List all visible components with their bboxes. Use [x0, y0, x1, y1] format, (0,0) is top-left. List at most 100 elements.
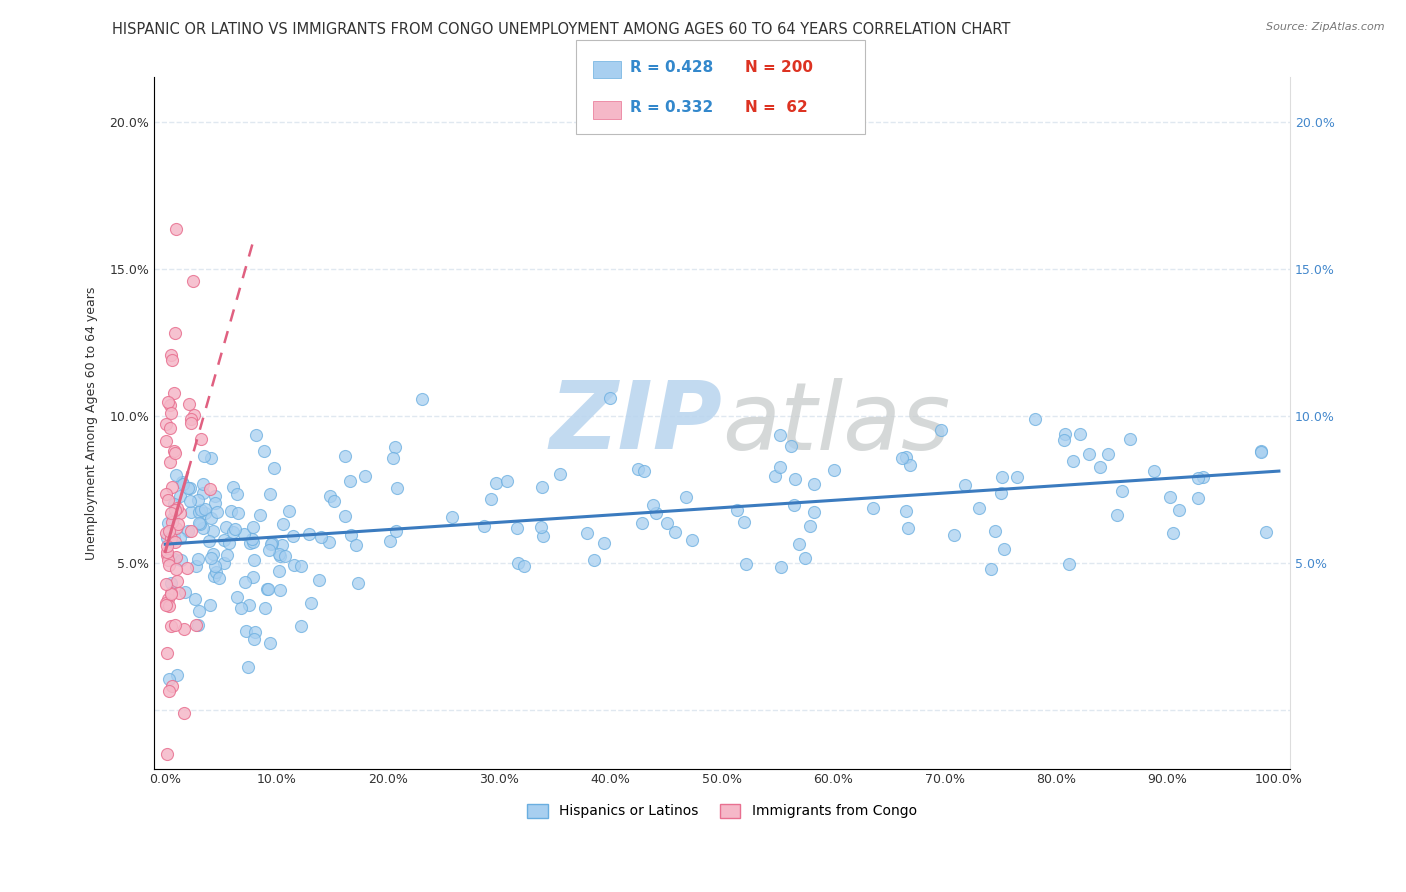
Point: [733, 515, 755, 529]
Point: [217, 549, 239, 563]
Point: [188, 604, 211, 618]
Point: [163, 498, 186, 512]
Point: [212, 556, 235, 570]
Point: [172, 476, 194, 491]
Text: atlas: atlas: [723, 377, 950, 468]
Point: [173, 622, 195, 636]
Point: [245, 427, 267, 442]
Point: [943, 528, 966, 542]
Point: [204, 495, 226, 509]
Point: [188, 517, 211, 532]
Point: [644, 507, 666, 521]
Point: [1167, 503, 1189, 517]
Point: [969, 500, 991, 515]
Point: [823, 463, 845, 477]
Text: R = 0.332: R = 0.332: [630, 101, 713, 115]
Point: [193, 449, 215, 463]
Point: [891, 450, 914, 465]
Text: Source: ZipAtlas.com: Source: ZipAtlas.com: [1267, 22, 1385, 32]
Point: [187, 493, 209, 508]
Point: [283, 558, 305, 573]
Point: [202, 569, 225, 583]
Point: [155, 526, 177, 541]
Legend: Hispanics or Latinos, Immigrants from Congo: Hispanics or Latinos, Immigrants from Co…: [522, 798, 922, 824]
Point: [263, 460, 285, 475]
Point: [259, 486, 281, 500]
Point: [204, 489, 226, 503]
Point: [180, 416, 202, 430]
Point: [1024, 412, 1046, 426]
Point: [166, 521, 188, 535]
Point: [894, 450, 917, 465]
Point: [156, 747, 179, 761]
Point: [1077, 447, 1099, 461]
Point: [385, 481, 408, 495]
Point: [385, 524, 408, 538]
Point: [269, 582, 291, 597]
Point: [194, 502, 217, 516]
Point: [681, 533, 703, 548]
Point: [165, 549, 187, 564]
Point: [253, 443, 276, 458]
Point: [186, 559, 208, 574]
Point: [179, 481, 201, 495]
Point: [531, 528, 554, 542]
Point: [1250, 444, 1272, 458]
Point: [485, 476, 508, 491]
Point: [983, 524, 1005, 538]
Point: [1250, 445, 1272, 459]
Point: [239, 535, 262, 549]
Point: [198, 483, 221, 497]
Point: [242, 532, 264, 546]
Point: [157, 558, 180, 572]
Point: [163, 326, 186, 340]
Point: [290, 619, 312, 633]
Point: [242, 519, 264, 533]
Point: [548, 467, 571, 482]
Point: [208, 572, 231, 586]
Point: [169, 489, 191, 503]
Point: [194, 506, 217, 520]
Point: [243, 625, 266, 640]
Point: [155, 487, 177, 501]
Point: [783, 498, 806, 512]
Point: [200, 450, 222, 465]
Point: [725, 503, 748, 517]
Point: [441, 510, 464, 524]
Point: [643, 499, 665, 513]
Point: [157, 516, 180, 531]
Point: [339, 474, 361, 488]
Point: [273, 549, 295, 563]
Point: [991, 470, 1014, 484]
Point: [1097, 447, 1119, 461]
Point: [156, 394, 179, 409]
Point: [347, 575, 370, 590]
Point: [224, 523, 246, 537]
Point: [599, 391, 621, 405]
Point: [177, 481, 200, 495]
Point: [780, 439, 803, 453]
Point: [576, 526, 599, 541]
Point: [225, 590, 247, 604]
Point: [155, 598, 177, 612]
Point: [1159, 491, 1181, 505]
Point: [993, 542, 1015, 557]
Point: [200, 511, 222, 525]
Point: [166, 500, 188, 515]
Point: [382, 450, 405, 465]
Point: [1118, 433, 1140, 447]
Point: [785, 472, 807, 486]
Point: [238, 598, 260, 612]
Point: [259, 636, 281, 650]
Point: [212, 533, 235, 547]
Text: N =  62: N = 62: [745, 101, 808, 115]
Point: [299, 596, 322, 610]
Point: [198, 598, 221, 612]
Point: [260, 537, 283, 551]
Point: [181, 274, 204, 288]
Point: [190, 432, 212, 446]
Point: [378, 533, 401, 548]
Point: [249, 508, 271, 522]
Point: [159, 599, 181, 614]
Point: [479, 492, 502, 507]
